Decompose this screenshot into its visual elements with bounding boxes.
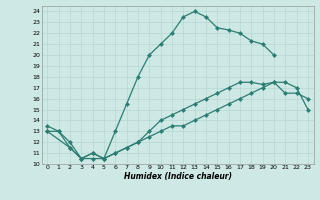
X-axis label: Humidex (Indice chaleur): Humidex (Indice chaleur) (124, 172, 232, 181)
